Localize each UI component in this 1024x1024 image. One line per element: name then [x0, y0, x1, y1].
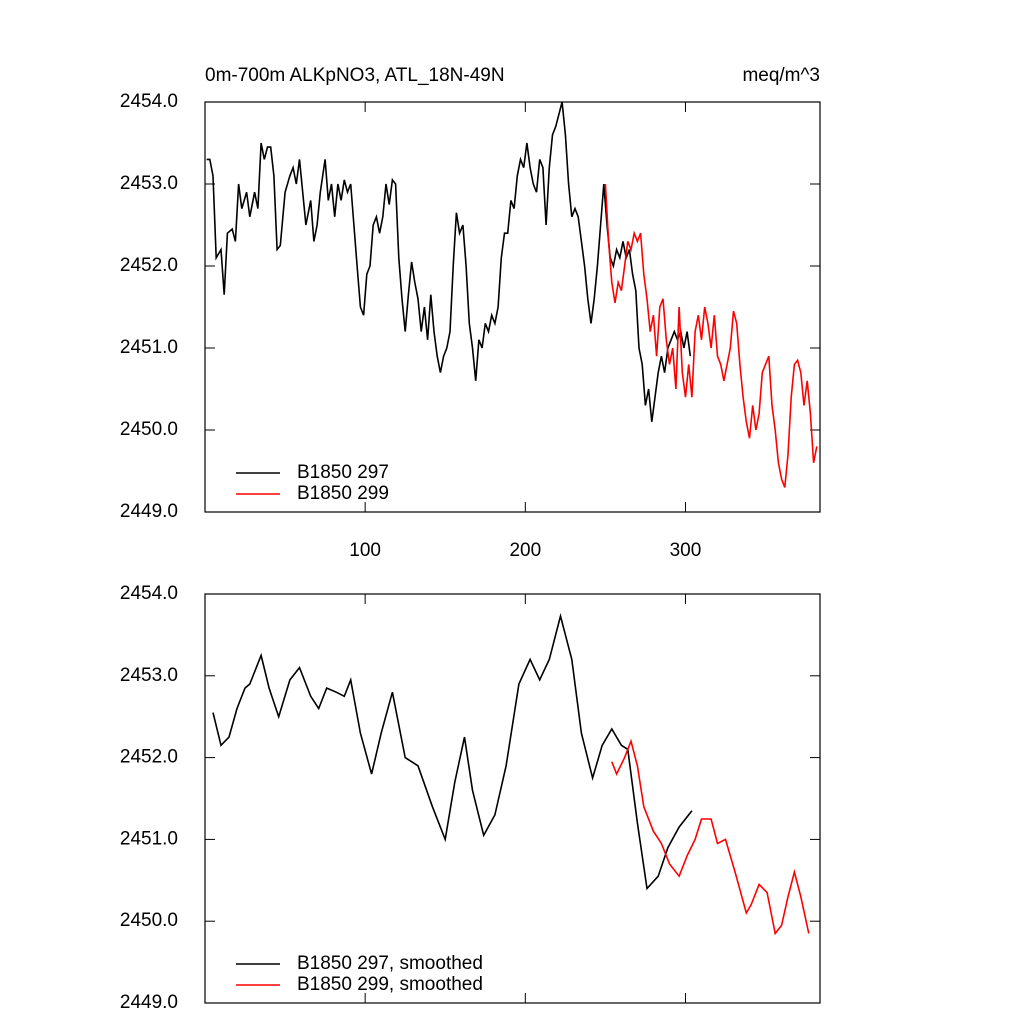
plot-frame — [204, 593, 821, 1004]
legend-label: B1850 297 — [297, 462, 389, 483]
data-line — [206, 101, 692, 422]
y-tick-label: 2453.0 — [120, 173, 178, 194]
y-tick-label: 2454.0 — [120, 583, 178, 604]
y-tick-label: 2449.0 — [120, 501, 178, 522]
y-tick-label: 2451.0 — [120, 337, 178, 358]
legend-label: B1850 297, smoothed — [297, 953, 483, 974]
y-tick-label: 2451.0 — [120, 828, 178, 849]
units-label: meq/m^3 — [742, 65, 820, 86]
y-tick-label: 2450.0 — [120, 419, 178, 440]
legend-label: B1850 299, smoothed — [297, 974, 483, 995]
data-line — [611, 738, 810, 936]
x-tick-label: 300 — [670, 540, 702, 561]
data-line — [604, 183, 818, 488]
y-tick-label: 2452.0 — [120, 747, 178, 768]
y-tick-label: 2452.0 — [120, 255, 178, 276]
legend-label: B1850 299 — [297, 483, 389, 504]
x-tick-label: 200 — [509, 540, 541, 561]
chart-title: 0m-700m ALKpNO3, ATL_18N-49N — [205, 65, 505, 86]
y-tick-label: 2449.0 — [120, 992, 178, 1013]
x-tick-label: 100 — [349, 540, 381, 561]
plot-frame — [204, 101, 821, 513]
y-tick-label: 2453.0 — [120, 665, 178, 686]
data-line — [212, 612, 693, 891]
y-tick-label: 2454.0 — [120, 91, 178, 112]
y-tick-label: 2450.0 — [120, 910, 178, 931]
